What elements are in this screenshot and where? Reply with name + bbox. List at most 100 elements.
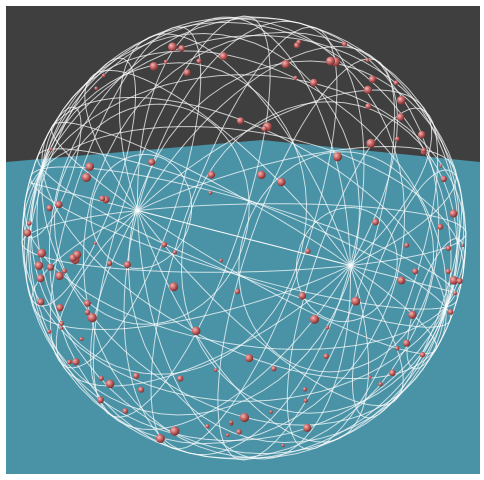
particle (101, 73, 106, 78)
particle (207, 171, 216, 179)
particle (368, 375, 372, 379)
particle (396, 95, 406, 105)
particle (163, 59, 168, 64)
particle (87, 313, 97, 323)
particles (23, 39, 465, 448)
particle (394, 346, 400, 351)
particle (305, 248, 311, 254)
particle (98, 375, 104, 381)
particle (439, 164, 443, 168)
particle (303, 423, 312, 432)
particle (239, 412, 250, 423)
particle (73, 250, 82, 259)
particle (37, 248, 46, 258)
particle (298, 292, 307, 300)
particle (365, 103, 372, 110)
particle (48, 147, 53, 151)
particle (208, 190, 213, 195)
particle (81, 172, 91, 182)
particle (351, 296, 361, 306)
particle (445, 268, 451, 274)
particle (46, 204, 53, 212)
particle (323, 353, 329, 360)
parallel (25, 57, 136, 307)
particle (55, 271, 64, 281)
particle (149, 62, 159, 71)
particle (261, 125, 268, 132)
particle (83, 299, 91, 307)
particle (365, 58, 370, 63)
particle (397, 276, 406, 285)
particle (133, 372, 140, 379)
particle (449, 209, 458, 218)
particle (293, 75, 298, 80)
particle (296, 39, 302, 45)
particle (196, 58, 202, 64)
particle (56, 303, 64, 312)
particle (79, 337, 84, 341)
particle (368, 75, 377, 84)
particle (205, 424, 210, 429)
viewport (6, 6, 480, 474)
parallel (150, 26, 338, 450)
particle (36, 274, 45, 283)
particle (402, 339, 411, 347)
particle (257, 170, 266, 180)
particle (72, 358, 80, 366)
parallel (295, 206, 398, 323)
particle (172, 250, 177, 255)
particle (219, 52, 228, 61)
parallel (90, 153, 193, 270)
particle (59, 321, 65, 326)
particle (440, 175, 447, 183)
particle (99, 195, 106, 202)
particle (366, 138, 376, 148)
particle (234, 288, 241, 295)
particle (177, 375, 184, 382)
particle (26, 220, 32, 226)
particle (168, 42, 177, 52)
parallel (406, 237, 465, 370)
particle (123, 261, 131, 269)
particle (419, 351, 426, 358)
particle (229, 420, 234, 425)
particle (461, 243, 465, 247)
particle (106, 260, 113, 266)
particle (281, 59, 290, 69)
particle (94, 86, 98, 91)
particle (59, 326, 64, 330)
particle (408, 310, 417, 319)
particle (214, 368, 218, 372)
particle (23, 229, 32, 237)
particle (236, 429, 242, 435)
particle (84, 309, 91, 316)
particle (148, 158, 156, 166)
parallel (82, 31, 461, 459)
particle (93, 241, 97, 245)
parallel (238, 151, 435, 373)
particle (389, 369, 396, 377)
particle (372, 218, 379, 226)
particle (155, 434, 165, 443)
particle (417, 130, 426, 139)
particle (225, 433, 230, 437)
particle (394, 136, 400, 142)
particle (66, 359, 72, 365)
parallel (286, 107, 439, 450)
particle (46, 263, 55, 271)
parallel (180, 101, 458, 414)
parallel (49, 26, 202, 369)
particle (302, 387, 308, 392)
particle (169, 282, 179, 292)
particle (325, 325, 330, 330)
particle (37, 298, 45, 306)
particle (183, 69, 191, 77)
particle (393, 80, 399, 86)
particle (332, 152, 343, 162)
particle (445, 245, 452, 251)
particle (97, 396, 104, 404)
particle (105, 379, 115, 389)
parallel (53, 103, 250, 325)
particle (437, 223, 444, 230)
particle (191, 326, 201, 336)
